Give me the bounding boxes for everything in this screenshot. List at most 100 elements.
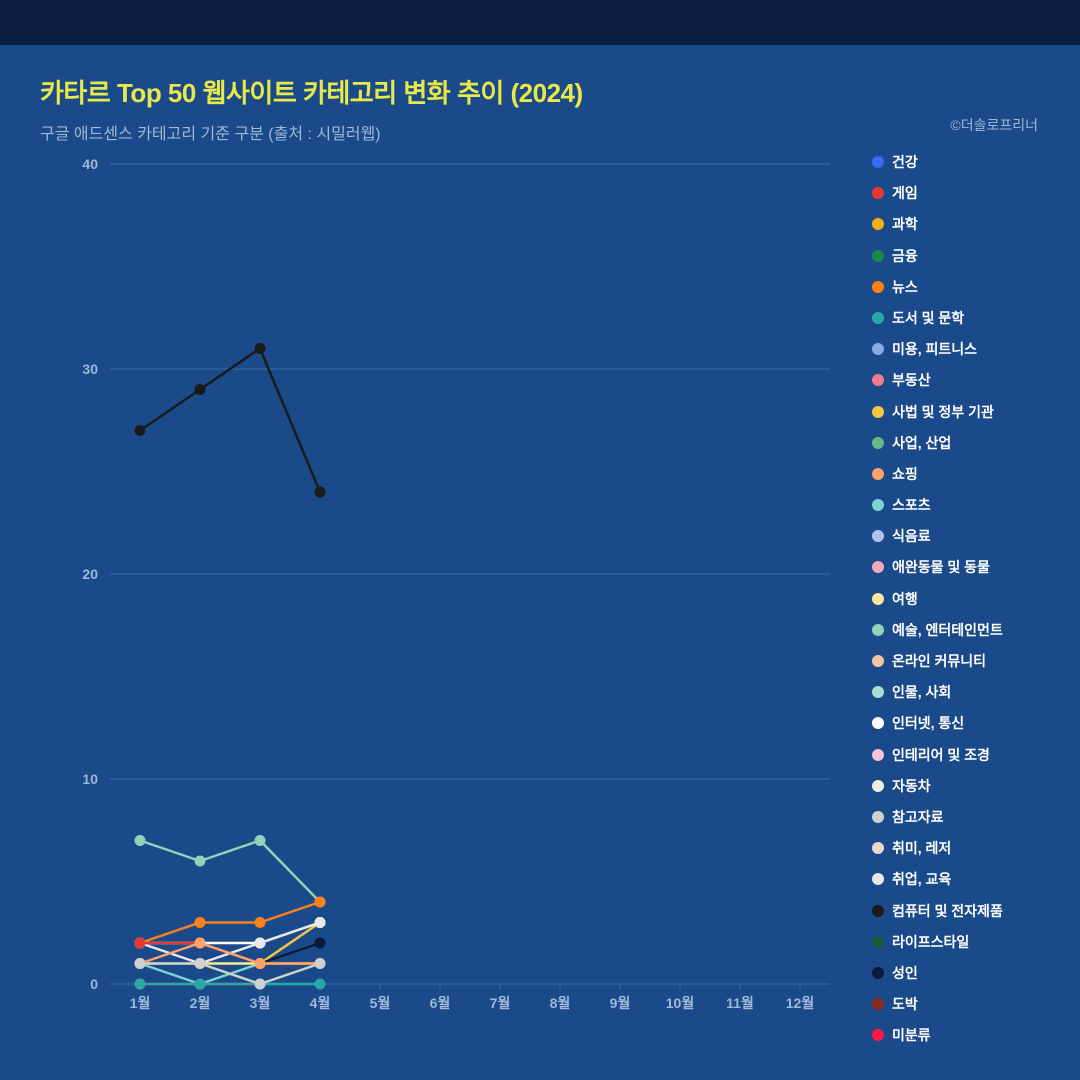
legend-dot-icon (872, 655, 884, 667)
svg-text:3월: 3월 (250, 995, 271, 1011)
legend-dot-icon (872, 967, 884, 979)
legend-label: 사법 및 정부 기관 (892, 402, 994, 422)
legend-label: 뉴스 (892, 277, 918, 297)
legend-dot-icon (872, 717, 884, 729)
legend-label: 여행 (892, 589, 918, 609)
credit-text: ©더솔로프리너 (950, 115, 1038, 135)
legend-item[interactable]: 미용, 피트니스 (872, 339, 1003, 359)
legend-item[interactable]: 라이프스타일 (872, 932, 1003, 952)
legend-dot-icon (872, 842, 884, 854)
svg-text:7월: 7월 (490, 995, 511, 1011)
legend-item[interactable]: 식음료 (872, 526, 1003, 546)
legend-item[interactable]: 사법 및 정부 기관 (872, 402, 1003, 422)
legend-item[interactable]: 뉴스 (872, 277, 1003, 297)
legend-item[interactable]: 인터넷, 통신 (872, 713, 1003, 733)
legend-item[interactable]: 컴퓨터 및 전자제품 (872, 901, 1003, 921)
legend-dot-icon (872, 250, 884, 262)
legend-label: 온라인 커뮤니티 (892, 651, 986, 671)
legend-label: 참고자료 (892, 807, 944, 827)
legend-label: 취미, 레저 (892, 838, 951, 858)
chart-subtitle: 구글 애드센스 카테고리 기준 구분 (출처 : 시밀러웹) (40, 120, 1050, 144)
legend-dot-icon (872, 406, 884, 418)
legend-label: 컴퓨터 및 전자제품 (892, 901, 1003, 921)
legend-label: 인물, 사회 (892, 682, 951, 702)
svg-text:20: 20 (82, 566, 98, 582)
top-bar (0, 0, 1080, 45)
legend-dot-icon (872, 343, 884, 355)
legend-item[interactable]: 온라인 커뮤니티 (872, 651, 1003, 671)
legend-dot-icon (872, 156, 884, 168)
legend-label: 라이프스타일 (892, 932, 969, 952)
legend-dot-icon (872, 998, 884, 1010)
svg-text:40: 40 (82, 156, 98, 172)
legend-label: 금융 (892, 246, 918, 266)
legend-item[interactable]: 미분류 (872, 1025, 1003, 1045)
legend-item[interactable]: 취미, 레저 (872, 838, 1003, 858)
svg-text:9월: 9월 (610, 995, 631, 1011)
legend-label: 취업, 교육 (892, 869, 951, 889)
legend: 건강게임과학금융뉴스도서 및 문학미용, 피트니스부동산사법 및 정부 기관사업… (872, 152, 1003, 1045)
legend-item[interactable]: 도서 및 문학 (872, 308, 1003, 328)
legend-label: 인터넷, 통신 (892, 713, 964, 733)
legend-dot-icon (872, 873, 884, 885)
legend-item[interactable]: 성인 (872, 963, 1003, 983)
legend-dot-icon (872, 749, 884, 761)
legend-item[interactable]: 인물, 사회 (872, 682, 1003, 702)
legend-dot-icon (872, 1029, 884, 1041)
legend-item[interactable]: 애완동물 및 동물 (872, 557, 1003, 577)
legend-dot-icon (872, 187, 884, 199)
legend-dot-icon (872, 686, 884, 698)
legend-label: 예술, 엔터테인먼트 (892, 620, 1003, 640)
svg-text:0: 0 (90, 976, 98, 992)
legend-dot-icon (872, 936, 884, 948)
legend-item[interactable]: 쇼핑 (872, 464, 1003, 484)
legend-label: 쇼핑 (892, 464, 918, 484)
legend-label: 미용, 피트니스 (892, 339, 977, 359)
legend-label: 도박 (892, 994, 918, 1014)
svg-text:2월: 2월 (190, 995, 211, 1011)
svg-text:6월: 6월 (430, 995, 451, 1011)
svg-text:8월: 8월 (550, 995, 571, 1011)
svg-text:12월: 12월 (786, 995, 814, 1011)
legend-item[interactable]: 참고자료 (872, 807, 1003, 827)
legend-item[interactable]: 건강 (872, 152, 1003, 172)
svg-text:30: 30 (82, 361, 98, 377)
legend-item[interactable]: 도박 (872, 994, 1003, 1014)
legend-dot-icon (872, 312, 884, 324)
legend-label: 애완동물 및 동물 (892, 557, 990, 577)
legend-item[interactable]: 과학 (872, 214, 1003, 234)
legend-label: 스포츠 (892, 495, 931, 515)
chart-title: 카타르 Top 50 웹사이트 카테고리 변화 추이 (2024) (40, 73, 1050, 110)
svg-text:10: 10 (82, 771, 98, 787)
legend-dot-icon (872, 811, 884, 823)
legend-dot-icon (872, 624, 884, 636)
legend-dot-icon (872, 561, 884, 573)
svg-text:4월: 4월 (310, 995, 331, 1011)
legend-item[interactable]: 부동산 (872, 370, 1003, 390)
legend-item[interactable]: 예술, 엔터테인먼트 (872, 620, 1003, 640)
legend-label: 게임 (892, 183, 918, 203)
legend-label: 미분류 (892, 1025, 931, 1045)
legend-item[interactable]: 게임 (872, 183, 1003, 203)
legend-label: 도서 및 문학 (892, 308, 964, 328)
legend-dot-icon (872, 468, 884, 480)
legend-item[interactable]: 자동차 (872, 776, 1003, 796)
legend-label: 과학 (892, 214, 918, 234)
legend-item[interactable]: 인테리어 및 조경 (872, 745, 1003, 765)
legend-dot-icon (872, 281, 884, 293)
legend-dot-icon (872, 374, 884, 386)
legend-item[interactable]: 금융 (872, 246, 1003, 266)
legend-item[interactable]: 취업, 교육 (872, 869, 1003, 889)
legend-dot-icon (872, 780, 884, 792)
legend-item[interactable]: 사업, 산업 (872, 433, 1003, 453)
legend-dot-icon (872, 437, 884, 449)
legend-item[interactable]: 스포츠 (872, 495, 1003, 515)
legend-label: 부동산 (892, 370, 931, 390)
legend-dot-icon (872, 218, 884, 230)
legend-dot-icon (872, 499, 884, 511)
legend-item[interactable]: 여행 (872, 589, 1003, 609)
legend-label: 건강 (892, 152, 918, 172)
svg-text:10월: 10월 (666, 995, 694, 1011)
svg-text:5월: 5월 (370, 995, 391, 1011)
legend-dot-icon (872, 905, 884, 917)
